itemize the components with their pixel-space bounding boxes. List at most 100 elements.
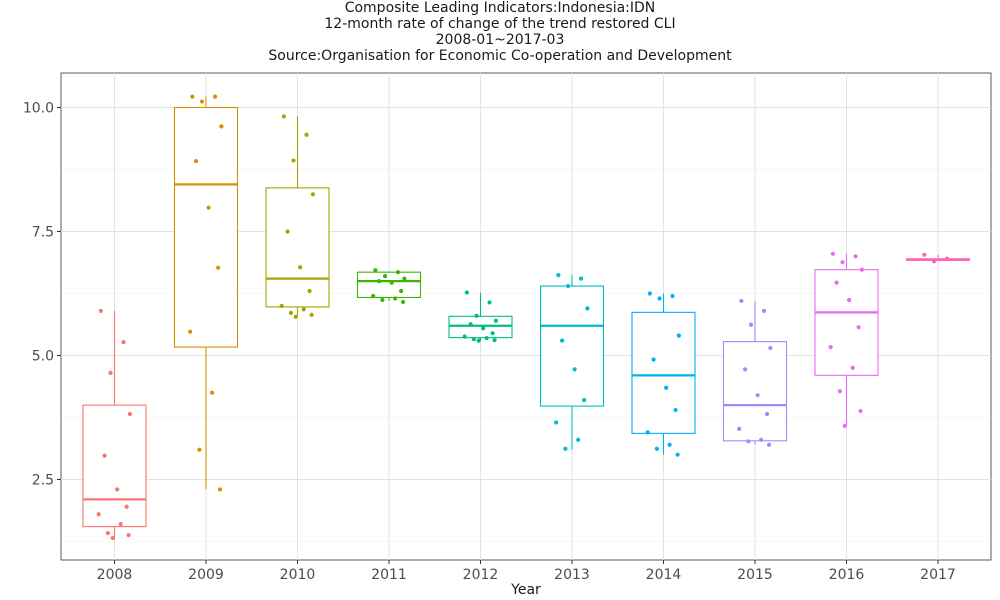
box-2017 <box>905 254 971 262</box>
data-point <box>279 303 284 308</box>
data-point <box>462 334 467 339</box>
data-point <box>307 288 312 294</box>
box-body <box>448 315 513 339</box>
data-point <box>645 430 650 435</box>
box-layer <box>82 96 971 540</box>
data-point <box>667 442 672 447</box>
data-point <box>651 357 656 362</box>
box-2015 <box>722 300 788 445</box>
data-point <box>393 296 398 301</box>
chart-source: Source:Organisation for Economic Co-oper… <box>268 48 732 64</box>
data-point <box>377 279 382 284</box>
data-point <box>944 256 950 261</box>
data-point <box>556 273 561 278</box>
data-point <box>858 408 863 414</box>
data-point <box>291 158 296 163</box>
data-point <box>582 398 587 403</box>
data-point <box>853 254 858 259</box>
data-point <box>859 267 865 272</box>
data-point <box>490 331 495 336</box>
data-point <box>850 365 855 370</box>
box-2014 <box>631 293 696 455</box>
data-point <box>576 437 581 442</box>
x-tick-label: 2016 <box>829 567 865 583</box>
data-point <box>647 291 652 296</box>
box-body <box>356 271 422 299</box>
x-tick-label: 2017 <box>920 567 956 583</box>
data-point <box>654 446 660 451</box>
data-point <box>565 283 571 289</box>
data-point <box>127 411 132 417</box>
data-point <box>219 124 224 129</box>
data-point <box>675 452 680 457</box>
data-point <box>380 297 385 303</box>
data-point <box>585 306 590 311</box>
data-point <box>474 313 479 318</box>
data-point <box>395 270 401 275</box>
data-point <box>737 426 742 432</box>
box-2010 <box>265 116 330 316</box>
chart-title-block: Composite Leading Indicators:Indonesia:I… <box>0 0 1000 64</box>
y-tick-label: 5.0 <box>32 349 54 365</box>
data-point <box>748 322 754 327</box>
data-point <box>842 423 847 429</box>
x-axis-label: Year <box>510 582 541 598</box>
data-point <box>484 336 489 341</box>
data-point <box>96 512 101 517</box>
data-point <box>105 530 110 536</box>
data-point <box>761 308 767 313</box>
box-2009 <box>173 96 239 490</box>
data-point <box>281 114 286 119</box>
data-point <box>830 251 835 256</box>
data-point <box>922 252 927 257</box>
data-point <box>759 437 764 442</box>
chart-date-range: 2008-01~2017-03 <box>435 32 565 48</box>
data-point <box>102 453 107 458</box>
x-tick-label: 2015 <box>737 567 773 583</box>
box-body <box>631 311 696 434</box>
data-point <box>288 310 293 315</box>
data-point <box>285 229 290 234</box>
data-point <box>471 337 476 342</box>
data-point <box>739 298 744 304</box>
data-point <box>210 390 215 395</box>
x-tick-label: 2013 <box>554 567 590 583</box>
data-point <box>194 158 199 164</box>
data-point <box>402 276 407 281</box>
data-point <box>664 385 669 390</box>
data-point <box>310 192 315 197</box>
data-point <box>768 345 773 351</box>
box-body <box>539 285 605 407</box>
data-point <box>560 338 565 343</box>
data-point <box>676 333 682 338</box>
data-point <box>657 296 662 301</box>
data-point <box>578 276 584 281</box>
data-point <box>197 447 202 452</box>
data-point <box>212 94 218 99</box>
y-tick-label: 7.5 <box>32 225 54 241</box>
data-point <box>301 307 306 312</box>
data-point <box>298 265 303 270</box>
data-point <box>746 439 751 444</box>
y-axis: 2.5 5.0 7.5 10.0 <box>23 101 61 489</box>
data-point <box>293 314 298 319</box>
data-point <box>847 297 852 303</box>
data-point <box>492 338 497 343</box>
data-point <box>118 522 123 527</box>
data-point <box>554 420 559 425</box>
data-point <box>840 260 845 265</box>
data-point <box>931 259 937 264</box>
data-point <box>828 344 833 350</box>
x-axis: 2008 2009 2010 2011 2012 2013 2014 2015 2016 2017 <box>97 560 956 583</box>
box-body <box>265 187 330 308</box>
box-body <box>722 341 788 442</box>
data-point <box>468 322 473 327</box>
data-point <box>216 265 221 270</box>
box-body <box>814 269 879 376</box>
data-point <box>765 411 770 417</box>
data-point <box>373 268 378 273</box>
box-2016 <box>814 253 879 425</box>
data-point <box>188 329 193 334</box>
data-point <box>371 293 376 299</box>
